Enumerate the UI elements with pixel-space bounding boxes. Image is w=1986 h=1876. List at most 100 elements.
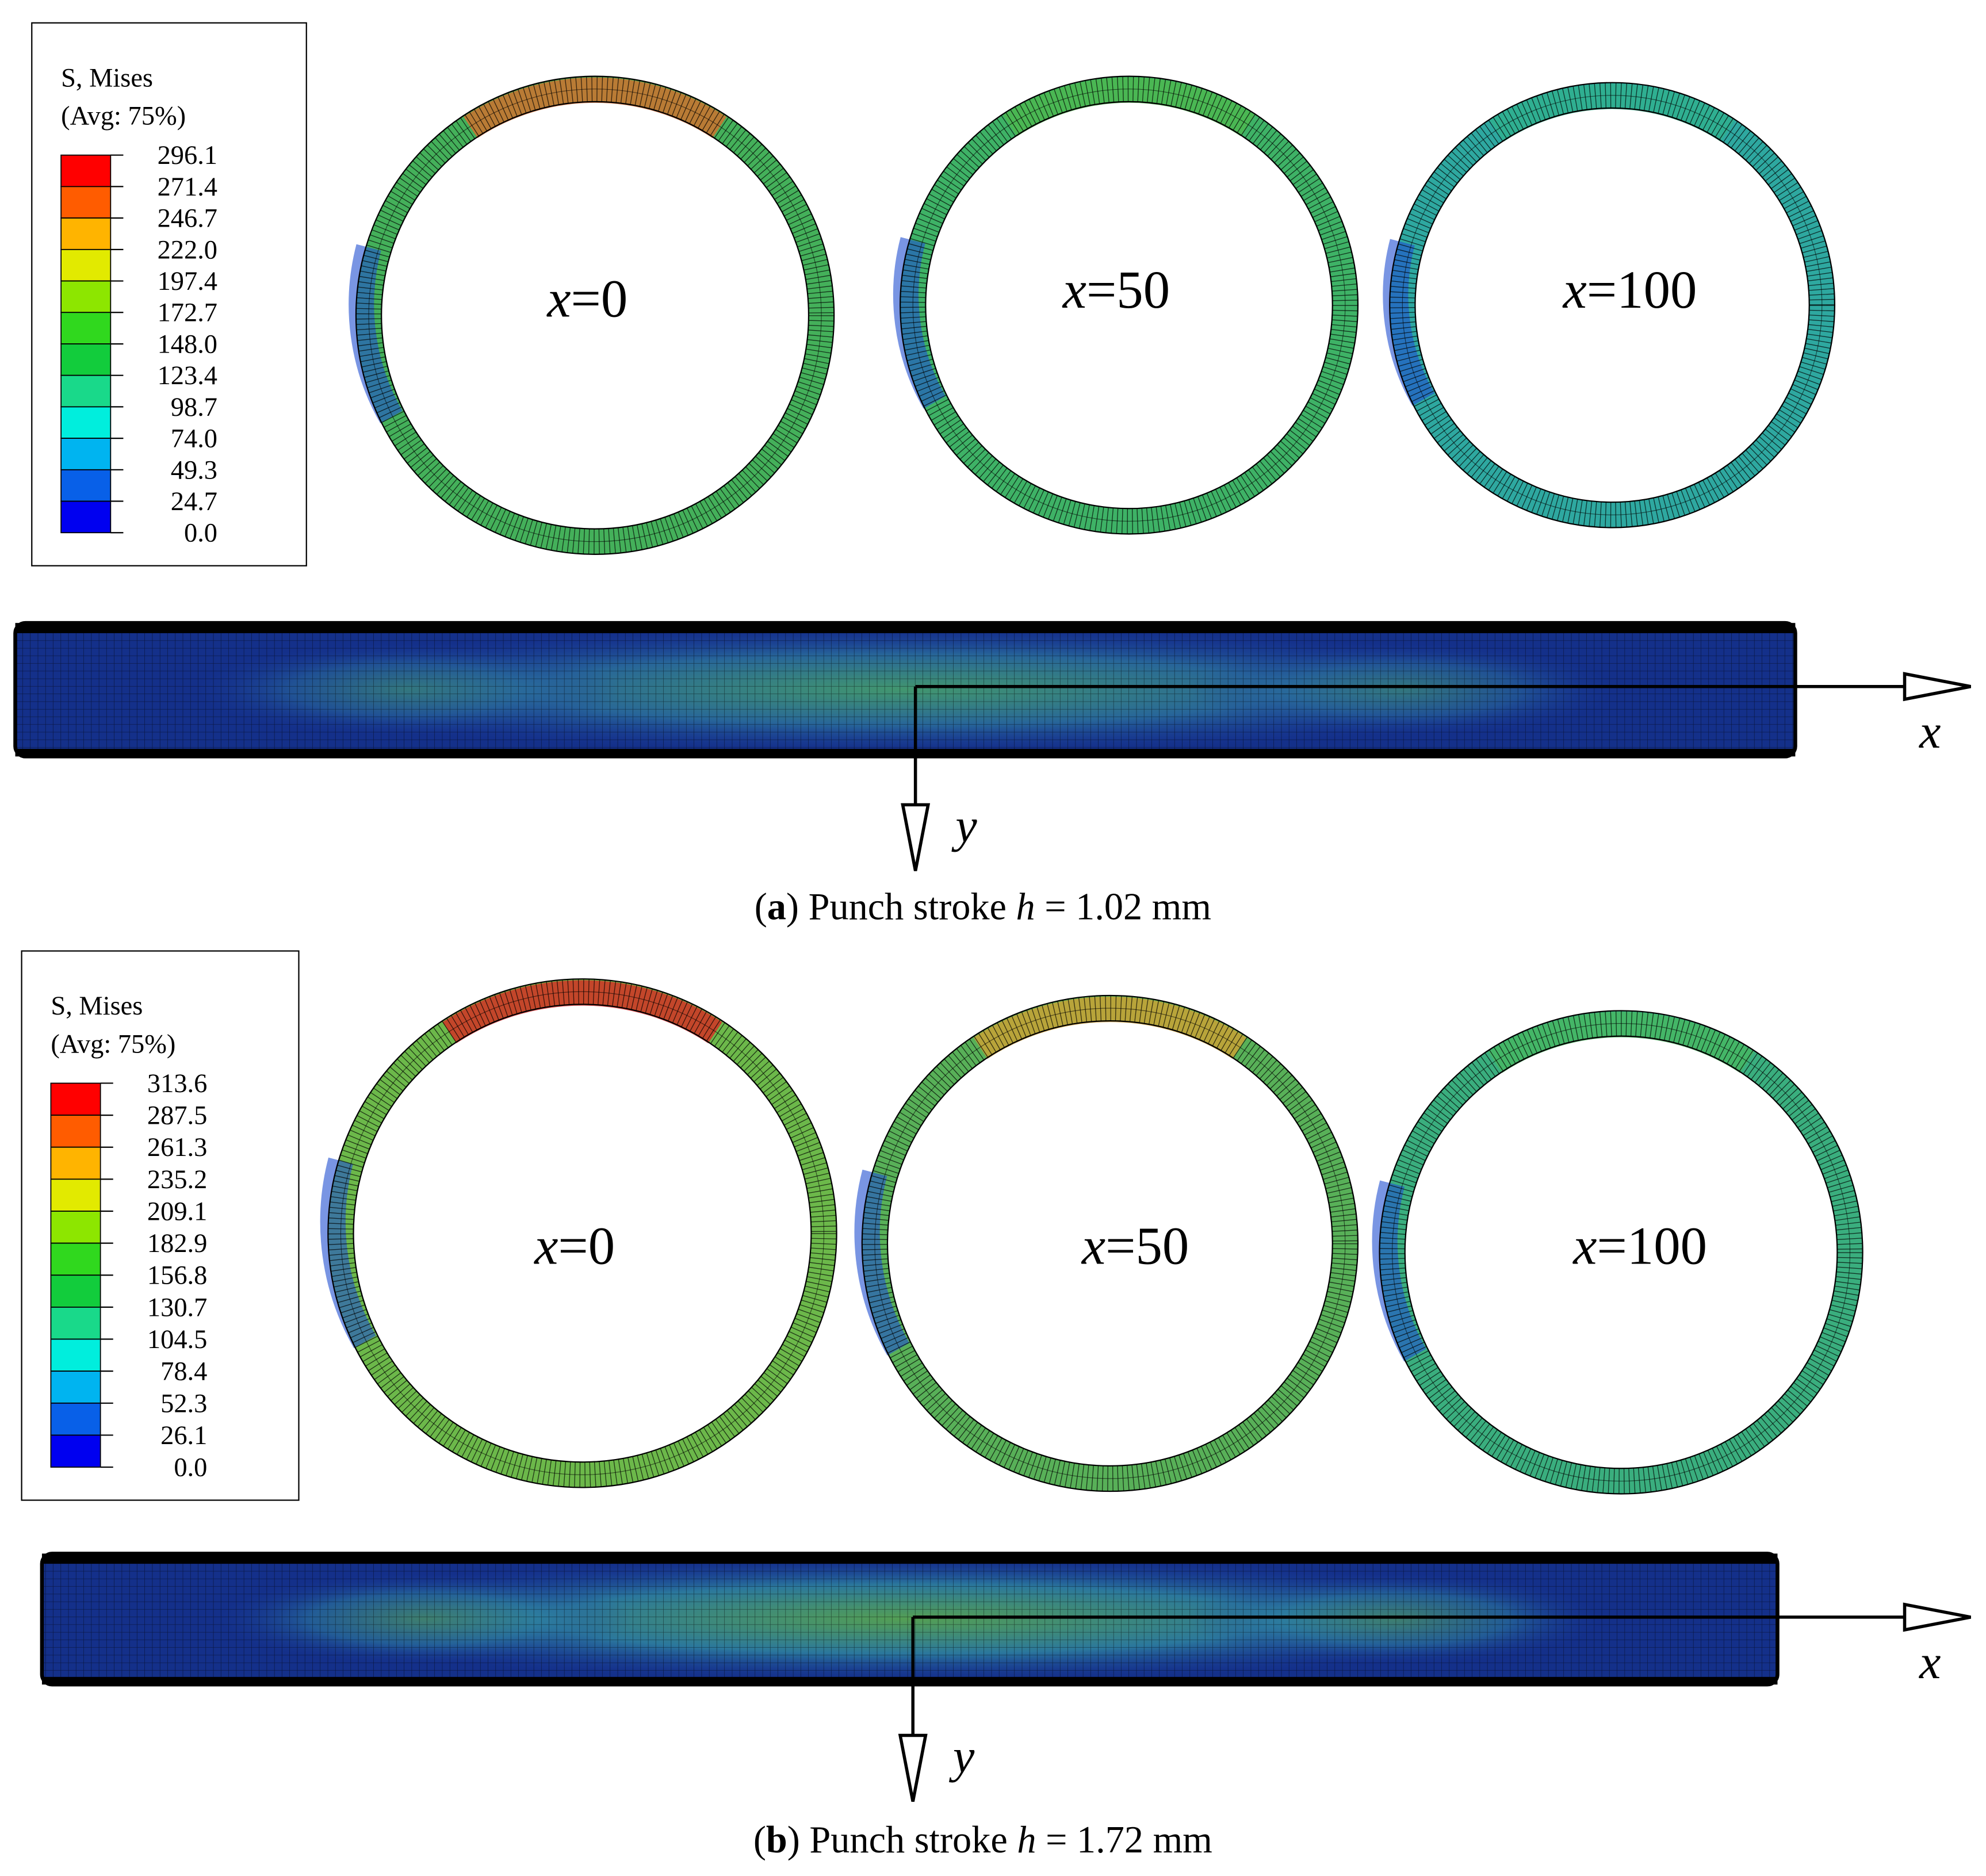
section-var: x <box>1562 261 1587 320</box>
legend-swatch <box>60 154 112 187</box>
section-outer <box>1389 82 1836 529</box>
section-var: x <box>1081 1216 1105 1276</box>
section-mid <box>1402 95 1823 515</box>
legend-swatch <box>50 1242 101 1276</box>
section-label: x=100 <box>1572 1216 1707 1276</box>
section-eq: =100 <box>1597 1216 1708 1276</box>
section-outer <box>327 978 837 1488</box>
legend-swatch <box>50 1178 101 1212</box>
section-eq: =0 <box>571 269 628 328</box>
section-label: x=0 <box>546 269 627 328</box>
legend-title: (Avg: 75%) <box>61 102 186 131</box>
caption-part: h <box>1016 886 1035 928</box>
legend-swatch <box>60 469 112 502</box>
section-hotspot <box>442 980 722 1044</box>
section-hotspot <box>1488 1012 1754 1073</box>
section-label: x=0 <box>533 1216 615 1276</box>
tube-mesh <box>15 623 1796 757</box>
legend-value: 156.8 <box>147 1261 207 1291</box>
section-hotspot <box>1003 77 1255 137</box>
legend-swatch <box>50 1307 101 1340</box>
legend-swatch <box>50 1115 101 1148</box>
caption-part: b <box>766 1819 787 1861</box>
legend-swatch <box>50 1274 101 1308</box>
legend-swatch <box>50 1370 101 1404</box>
caption: (b) Punch stroke h = 1.72 mm <box>753 1819 1212 1861</box>
legend-swatch <box>60 374 112 408</box>
legend-value: 222.0 <box>158 235 217 265</box>
legend-value: 313.6 <box>147 1069 207 1098</box>
tube-mesh <box>41 1553 1778 1685</box>
section-eq: =50 <box>1086 261 1170 320</box>
section-mid <box>874 1008 1346 1479</box>
legend-value: 49.3 <box>171 455 217 485</box>
caption: (a) Punch stroke h = 1.02 mm <box>755 886 1211 928</box>
legend-value: 246.7 <box>158 204 217 233</box>
section-label: x=50 <box>1081 1216 1189 1276</box>
caption-part: a <box>767 886 786 928</box>
legend-swatch <box>50 1146 101 1180</box>
legend-title: S, Mises <box>61 63 153 93</box>
legend-value: 148.0 <box>158 330 217 359</box>
legend-value: 24.7 <box>171 487 217 516</box>
y-axis-label: y <box>951 799 977 852</box>
section-inner <box>1414 107 1810 503</box>
section-inner <box>886 1020 1333 1467</box>
legend-value: 0.0 <box>184 519 217 548</box>
legend-value: 235.2 <box>147 1165 207 1194</box>
section-outer <box>900 75 1359 535</box>
section-label: x=100 <box>1562 261 1697 320</box>
legend-value: 123.4 <box>158 361 217 390</box>
caption-part: = 1.02 mm <box>1035 886 1211 928</box>
legend-value: 182.9 <box>147 1229 207 1258</box>
caption-part: = 1.72 mm <box>1036 1819 1212 1861</box>
tube-edge-bottom <box>41 1676 1778 1685</box>
legend-value: 271.4 <box>158 173 217 202</box>
section-hotspot <box>464 77 727 139</box>
section-label: x=50 <box>1062 261 1170 320</box>
legend-swatch <box>60 343 112 376</box>
section-eq: =50 <box>1105 1216 1189 1276</box>
legend-value: 98.7 <box>171 393 217 422</box>
legend-swatch <box>60 406 112 439</box>
legend-swatch <box>60 217 112 250</box>
legend-swatch <box>60 438 112 470</box>
legend-value: 52.3 <box>160 1389 207 1418</box>
y-arrow <box>898 1733 928 1802</box>
legend-swatch <box>60 186 112 219</box>
legend-swatch <box>60 312 112 344</box>
legend-swatch <box>60 500 112 534</box>
x-axis-label: x <box>1918 705 1941 759</box>
section-var: x <box>533 1216 558 1276</box>
tube-edge-top <box>15 623 1796 633</box>
section-mid <box>368 89 822 542</box>
legend-value: 261.3 <box>147 1133 207 1162</box>
legend-value: 74.0 <box>171 424 217 454</box>
legend-value: 0.0 <box>174 1453 207 1483</box>
legend-swatch <box>50 1211 101 1244</box>
legend-swatch <box>60 248 112 282</box>
legend-value: 26.1 <box>160 1421 207 1450</box>
legend-title: (Avg: 75%) <box>51 1029 175 1059</box>
caption-part: ) Punch stroke <box>786 886 1016 928</box>
section-var: x <box>1572 1216 1597 1276</box>
legend-swatch <box>50 1338 101 1372</box>
section-mid <box>1392 1023 1851 1481</box>
legend-title: S, Mises <box>51 991 143 1021</box>
legend-value: 130.7 <box>147 1293 207 1322</box>
x-axis-label: x <box>1918 1636 1941 1689</box>
x-arrow <box>1903 1602 1971 1632</box>
section-eq: =100 <box>1587 261 1697 320</box>
caption-part: ( <box>753 1819 766 1861</box>
section-low <box>854 1169 910 1356</box>
legend-value: 104.5 <box>147 1325 207 1354</box>
legend-swatch <box>50 1402 101 1436</box>
section-outer <box>1379 1010 1863 1495</box>
legend-value: 172.7 <box>158 298 217 328</box>
legend-value: 209.1 <box>147 1197 207 1226</box>
legend-swatch <box>50 1434 101 1468</box>
legend-value: 197.4 <box>158 267 217 296</box>
legend-value: 287.5 <box>147 1101 207 1131</box>
